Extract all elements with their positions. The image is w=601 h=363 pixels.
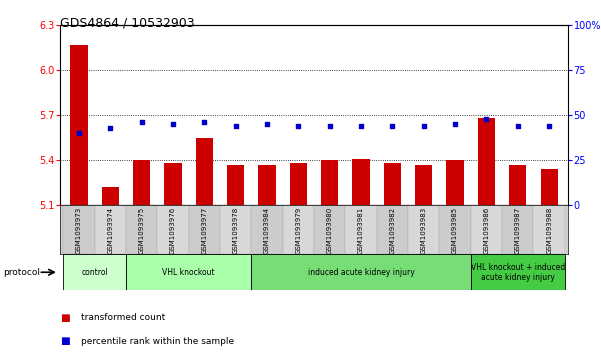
Point xyxy=(74,130,84,136)
Text: induced acute kidney injury: induced acute kidney injury xyxy=(308,268,415,277)
Bar xyxy=(447,160,464,205)
Point xyxy=(419,123,429,129)
Bar xyxy=(102,187,119,205)
Bar xyxy=(439,205,471,254)
Bar xyxy=(157,205,189,254)
Bar xyxy=(478,118,495,205)
Text: GSM1093987: GSM1093987 xyxy=(515,207,521,254)
Bar xyxy=(346,205,377,254)
Bar xyxy=(227,165,244,205)
Text: GSM1093976: GSM1093976 xyxy=(170,207,176,254)
Text: GSM1093973: GSM1093973 xyxy=(76,207,82,254)
Text: ■: ■ xyxy=(60,336,70,346)
Point xyxy=(325,123,335,129)
Bar xyxy=(94,205,126,254)
Bar xyxy=(471,254,565,290)
Bar xyxy=(314,205,346,254)
Text: GSM1093980: GSM1093980 xyxy=(327,207,333,254)
Bar xyxy=(290,163,307,205)
Point xyxy=(231,123,240,129)
Point xyxy=(168,121,178,127)
Point xyxy=(356,123,366,129)
Bar xyxy=(164,163,182,205)
Text: GSM1093981: GSM1093981 xyxy=(358,207,364,254)
Bar xyxy=(196,138,213,205)
Text: control: control xyxy=(81,268,108,277)
Point xyxy=(388,123,397,129)
Point xyxy=(262,121,272,127)
Point xyxy=(481,116,491,122)
Bar xyxy=(70,45,88,205)
Bar xyxy=(126,254,251,290)
Bar xyxy=(251,254,471,290)
Text: protocol: protocol xyxy=(3,268,40,277)
Bar xyxy=(189,205,220,254)
Bar xyxy=(540,169,558,205)
Text: GSM1093977: GSM1093977 xyxy=(201,207,207,254)
Point xyxy=(105,125,115,131)
Bar xyxy=(220,205,251,254)
Bar xyxy=(377,205,408,254)
Text: VHL knockout: VHL knockout xyxy=(162,268,215,277)
Bar xyxy=(471,205,502,254)
Point xyxy=(545,123,554,129)
Text: GSM1093975: GSM1093975 xyxy=(139,207,145,254)
Text: GSM1093985: GSM1093985 xyxy=(452,207,458,254)
Text: GDS4864 / 10532903: GDS4864 / 10532903 xyxy=(60,16,195,29)
Bar xyxy=(534,205,565,254)
Bar xyxy=(63,205,94,254)
Text: GSM1093974: GSM1093974 xyxy=(107,207,113,254)
Point xyxy=(200,119,209,125)
Point xyxy=(450,121,460,127)
Bar xyxy=(509,165,526,205)
Text: GSM1093978: GSM1093978 xyxy=(233,207,239,254)
Point xyxy=(513,123,523,129)
Text: percentile rank within the sample: percentile rank within the sample xyxy=(81,337,234,346)
Text: GSM1093979: GSM1093979 xyxy=(295,207,301,254)
Bar xyxy=(133,160,150,205)
Bar xyxy=(415,165,432,205)
Bar xyxy=(251,205,282,254)
Text: GSM1093982: GSM1093982 xyxy=(389,207,395,254)
Text: ■: ■ xyxy=(60,313,70,323)
Text: transformed count: transformed count xyxy=(81,313,165,322)
Bar xyxy=(258,165,276,205)
Text: GSM1093984: GSM1093984 xyxy=(264,207,270,254)
Point xyxy=(137,119,147,125)
Text: VHL knockout + induced
acute kidney injury: VHL knockout + induced acute kidney inju… xyxy=(471,262,565,282)
Bar xyxy=(352,159,370,205)
Bar xyxy=(321,160,338,205)
Bar xyxy=(282,205,314,254)
Text: GSM1093988: GSM1093988 xyxy=(546,207,552,254)
Text: GSM1093983: GSM1093983 xyxy=(421,207,427,254)
Bar xyxy=(126,205,157,254)
Bar xyxy=(63,254,126,290)
Bar xyxy=(408,205,439,254)
Point xyxy=(293,123,303,129)
Bar xyxy=(384,163,401,205)
Bar xyxy=(502,205,534,254)
Text: GSM1093986: GSM1093986 xyxy=(483,207,489,254)
